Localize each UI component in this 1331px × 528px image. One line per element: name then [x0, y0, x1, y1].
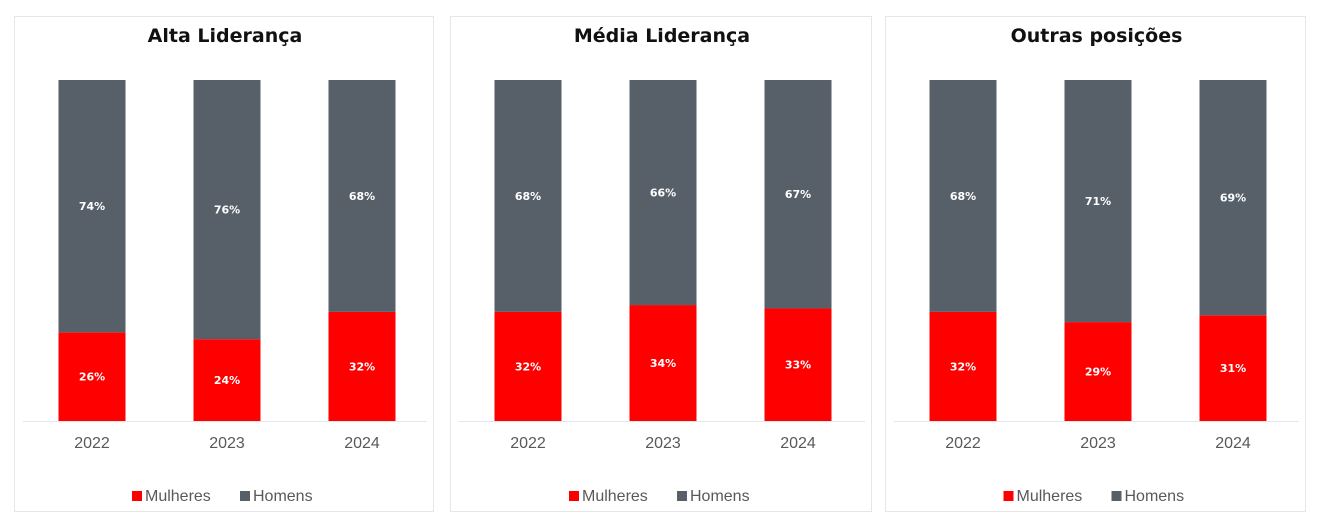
- x-tick-2024: 2024: [344, 435, 380, 452]
- data-label-homens-2024: 69%: [1220, 192, 1246, 205]
- bar-mulheres-2022: [58, 332, 126, 421]
- bar-homens-2023: [629, 80, 697, 306]
- chart-svg: Média Liderança 32% 68% 2022 34% 66% 2023 33% 67…: [459, 25, 865, 505]
- x-tick-2022: 2022: [510, 435, 546, 452]
- data-label-mulheres-2023: 29%: [1085, 366, 1111, 379]
- legend-label-mulheres: Mulheres: [1017, 488, 1083, 505]
- chart-svg: Alta Liderança 26% 74% 2022 24% 76% 2023 32% 68%…: [23, 25, 427, 505]
- data-label-mulheres-2022: 26%: [79, 371, 105, 384]
- x-tick-2023: 2023: [645, 435, 681, 452]
- x-tick-2022: 2022: [945, 435, 981, 452]
- legend-swatch-mulheres: [132, 491, 142, 501]
- bar-mulheres-2023: [629, 305, 697, 421]
- data-label-homens-2022: 74%: [79, 200, 105, 213]
- bar-homens-2023: [1064, 80, 1132, 323]
- data-label-homens-2023: 76%: [214, 204, 240, 217]
- chart-panel-media-lideranca: Média Liderança 32% 68% 2022 34% 66% 2023 33% 67…: [450, 16, 872, 512]
- legend-swatch-mulheres: [569, 491, 579, 501]
- bar-mulheres-2023: [1064, 322, 1132, 421]
- legend-label-mulheres: Mulheres: [145, 488, 211, 505]
- bar-homens-2024: [1199, 80, 1267, 316]
- data-label-mulheres-2024: 32%: [349, 360, 375, 373]
- data-label-mulheres-2024: 33%: [785, 359, 811, 372]
- legend-swatch-homens: [240, 491, 250, 501]
- x-tick-2023: 2023: [209, 435, 245, 452]
- data-label-homens-2023: 71%: [1085, 195, 1111, 208]
- legend-label-homens: Homens: [690, 488, 750, 505]
- data-label-homens-2023: 66%: [650, 187, 676, 200]
- bar-mulheres-2022: [929, 311, 997, 421]
- chart-title: Média Liderança: [574, 25, 750, 47]
- bar-mulheres-2024: [1199, 315, 1267, 421]
- bar-mulheres-2024: [328, 311, 396, 421]
- chart-title: Alta Liderança: [148, 25, 303, 47]
- x-tick-2024: 2024: [1215, 435, 1251, 452]
- data-label-mulheres-2022: 32%: [950, 360, 976, 373]
- bar-homens-2024: [764, 80, 832, 309]
- data-label-homens-2022: 68%: [950, 190, 976, 203]
- legend-swatch-mulheres: [1003, 491, 1014, 501]
- data-label-mulheres-2024: 31%: [1220, 362, 1246, 375]
- data-label-mulheres-2023: 24%: [214, 374, 240, 387]
- data-label-mulheres-2023: 34%: [650, 357, 676, 370]
- bar-homens-2024: [328, 80, 396, 312]
- data-label-mulheres-2022: 32%: [515, 360, 541, 373]
- bar-homens-2023: [193, 80, 261, 340]
- bar-mulheres-2022: [494, 311, 562, 421]
- data-label-homens-2022: 68%: [515, 190, 541, 203]
- legend-label-mulheres: Mulheres: [582, 488, 648, 505]
- bar-mulheres-2024: [764, 308, 832, 421]
- chart-title: Outras posições: [1011, 25, 1183, 47]
- legend: Mulheres Homens: [132, 488, 313, 505]
- legend-swatch-homens: [1111, 491, 1122, 501]
- chart-panel-alta-lideranca: Alta Liderança 26% 74% 2022 24% 76% 2023 32% 68%…: [14, 16, 434, 512]
- bar-mulheres-2023: [193, 339, 261, 421]
- chart-panel-outras-posicoes: Outras posições 32% 68% 2022 29% 71% 2023 31% 69…: [885, 16, 1306, 512]
- x-tick-2022: 2022: [74, 435, 110, 452]
- bar-homens-2022: [58, 80, 126, 333]
- legend-label-homens: Homens: [253, 488, 313, 505]
- legend: Mulheres Homens: [1003, 488, 1185, 505]
- legend: Mulheres Homens: [569, 488, 750, 505]
- bar-homens-2022: [929, 80, 997, 312]
- data-label-homens-2024: 68%: [349, 190, 375, 203]
- legend-swatch-homens: [677, 491, 687, 501]
- bar-homens-2022: [494, 80, 562, 312]
- legend-label-homens: Homens: [1125, 488, 1185, 505]
- x-tick-2024: 2024: [780, 435, 816, 452]
- chart-svg: Outras posições 32% 68% 2022 29% 71% 2023 31% 69…: [894, 25, 1299, 505]
- data-label-homens-2024: 67%: [785, 188, 811, 201]
- x-tick-2023: 2023: [1080, 435, 1116, 452]
